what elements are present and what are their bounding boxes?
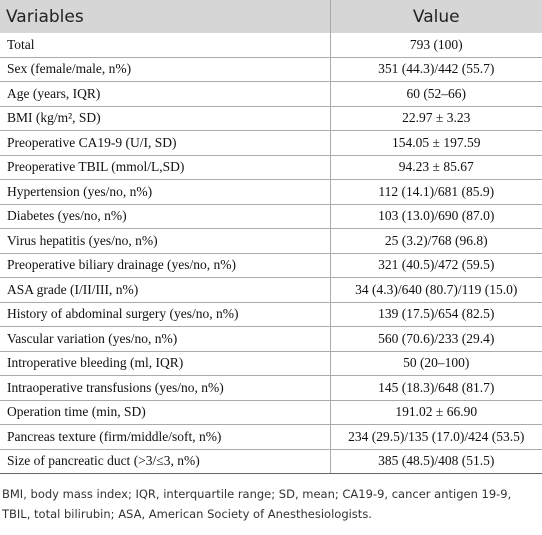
value-cell: 385 (48.5)/408 (51.5) [329, 449, 542, 474]
value-cell: 25 (3.2)/768 (96.8) [329, 228, 542, 254]
value-cell: 351 (44.3)/442 (55.7) [329, 57, 542, 82]
table-row: Hypertension (yes/no, n%) 112 (14.1)/681 … [0, 179, 542, 205]
value-cell: 145 (18.3)/648 (81.7) [329, 375, 542, 401]
variable-cell: Size of pancreatic duct (>3/≤3, n%) [0, 449, 330, 474]
value-cell: 560 (70.6)/233 (29.4) [329, 326, 542, 352]
table-row: Diabetes (yes/no, n%) 103 (13.0)/690 (87.… [0, 204, 542, 229]
variable-cell: Age (years, IQR) [0, 81, 330, 107]
table-row: Introperative bleeding (ml, IQR) 50 (20–1… [0, 351, 542, 376]
data-table: Variables Value Total 793 (100) Sex (female… [0, 0, 542, 474]
table-row: Age (years, IQR) 60 (52–66) [0, 81, 542, 107]
table-row: ASA grade (I/II/III, n%) 34 (4.3)/640 (80… [0, 277, 542, 303]
value-cell: 103 (13.0)/690 (87.0) [329, 204, 542, 229]
footnote: BMI, body mass index; IQR, interquartile… [2, 487, 512, 521]
value-cell: 112 (14.1)/681 (85.9) [329, 179, 542, 205]
table-row: Preoperative CA19-9 (U/I, SD) 154.05 ± 19… [0, 130, 542, 156]
table-row: Sex (female/male, n%) 351 (44.3)/442 (55.… [0, 57, 542, 82]
table-row: Preoperative biliary drainage (yes/no, n… [0, 253, 542, 278]
table-row: Pancreas texture (firm/middle/soft, n%) 2… [0, 424, 542, 450]
table-row: Total 793 (100) [0, 33, 542, 58]
value-cell: 321 (40.5)/472 (59.5) [329, 253, 542, 278]
value-cell: 139 (17.5)/654 (82.5) [329, 302, 542, 327]
header-row: Variables Value [0, 0, 542, 33]
value-cell: 191.02 ± 66.90 [329, 400, 542, 425]
variable-cell: Preoperative TBIL (mmol/L,SD) [0, 155, 330, 180]
variable-cell: Hypertension (yes/no, n%) [0, 179, 330, 205]
variable-cell: Total [0, 33, 330, 58]
table-row: Vascular variation (yes/no, n%) 560 (70.6… [0, 326, 542, 352]
table-row: History of abdominal surgery (yes/no, n%… [0, 302, 542, 327]
table-row: Preoperative TBIL (mmol/L,SD) 94.23 ± 85.… [0, 155, 542, 180]
variable-cell: Introperative bleeding (ml, IQR) [0, 351, 330, 376]
variable-cell: Preoperative CA19-9 (U/I, SD) [0, 130, 330, 156]
variable-cell: ASA grade (I/II/III, n%) [0, 277, 330, 303]
table-row: BMI (kg/m², SD) 22.97 ± 3.23 [0, 106, 542, 131]
value-cell: 154.05 ± 197.59 [329, 130, 542, 156]
variable-cell: Preoperative biliary drainage (yes/no, n… [0, 253, 330, 278]
table-row: Size of pancreatic duct (>3/≤3, n%) 385 (… [0, 449, 542, 474]
table-row: Operation time (min, SD) 191.02 ± 66.90 [0, 400, 542, 425]
table-body: Total 793 (100) Sex (female/male, n%) 351 (… [0, 33, 542, 474]
variable-cell: BMI (kg/m², SD) [0, 106, 330, 131]
value-cell: 234 (29.5)/135 (17.0)/424 (53.5) [329, 424, 542, 450]
variable-cell: Operation time (min, SD) [0, 400, 330, 425]
header-cell: Value [329, 0, 542, 33]
variable-cell: Pancreas texture (firm/middle/soft, n%) [0, 424, 330, 450]
variable-cell: Sex (female/male, n%) [0, 57, 330, 82]
value-cell: 793 (100) [329, 33, 542, 58]
value-cell: 94.23 ± 85.67 [329, 155, 542, 180]
value-cell: 22.97 ± 3.23 [329, 106, 542, 131]
value-cell: 50 (20–100) [329, 351, 542, 376]
variable-cell: Intraoperative transfusions (yes/no, n%) [0, 375, 330, 401]
value-cell: 34 (4.3)/640 (80.7)/119 (15.0) [329, 277, 542, 303]
variable-cell: Virus hepatitis (yes/no, n%) [0, 228, 330, 254]
value-cell: 60 (52–66) [329, 81, 542, 107]
variable-cell: Diabetes (yes/no, n%) [0, 204, 330, 229]
variable-cell: Vascular variation (yes/no, n%) [0, 326, 330, 352]
table-row: Virus hepatitis (yes/no, n%) 25 (3.2)/768… [0, 228, 542, 254]
variable-cell: History of abdominal surgery (yes/no, n%… [0, 302, 330, 327]
header-cell: Variables [0, 0, 330, 33]
table-row: Intraoperative transfusions (yes/no, n%)… [0, 375, 542, 401]
